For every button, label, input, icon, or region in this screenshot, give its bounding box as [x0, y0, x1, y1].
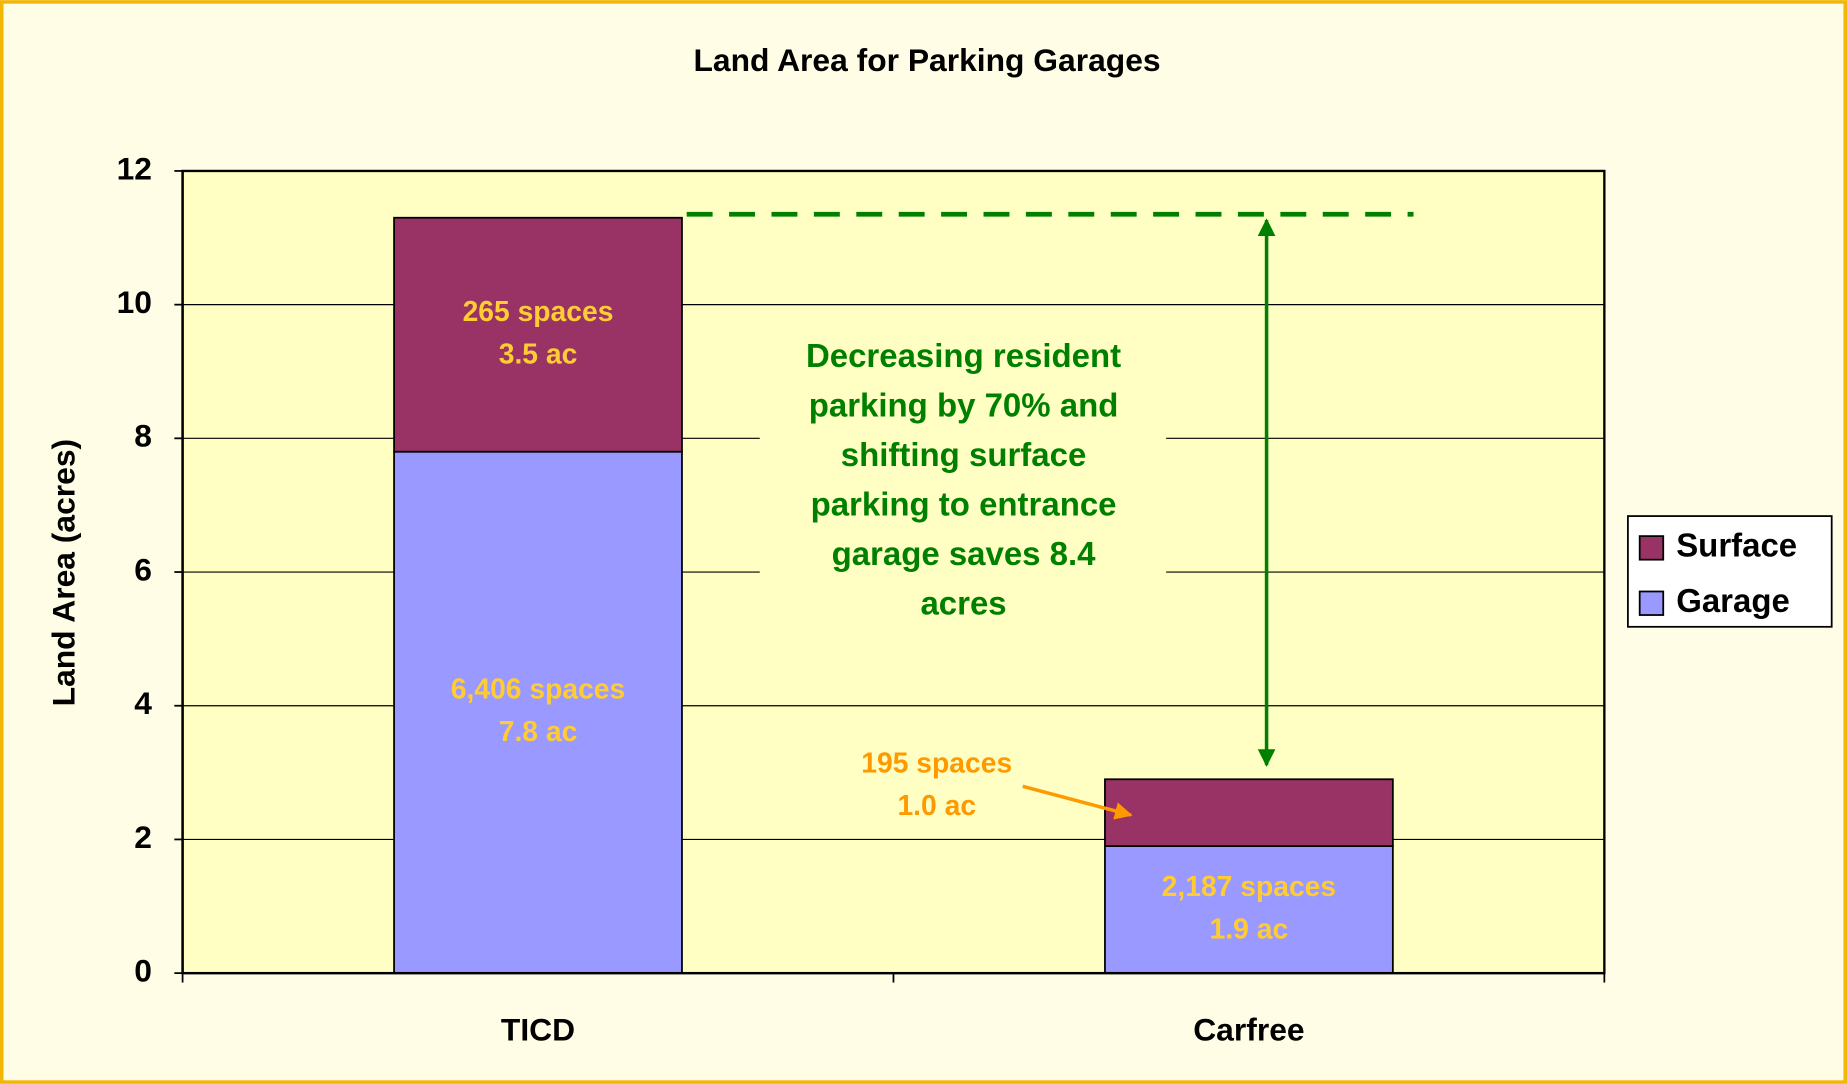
y-tick-label: 8: [134, 418, 152, 454]
annotation: shifting surface: [841, 436, 1086, 473]
x-tick-label: Carfree: [1193, 1011, 1304, 1047]
chart-title: Land Area for Parking Garages: [693, 42, 1160, 78]
value-label: 1.0 ac: [897, 789, 976, 821]
x-tick-label: TICD: [501, 1011, 575, 1047]
value-label: 265 spaces: [463, 295, 614, 327]
y-tick-label: 12: [117, 150, 152, 186]
y-tick-label: 4: [134, 685, 152, 721]
bar-segment: [1104, 845, 1394, 975]
y-tick-label: 2: [134, 819, 152, 855]
annotation: acres: [920, 584, 1006, 621]
value-label: 7.8 ac: [499, 715, 578, 747]
value-label: 195 spaces: [861, 747, 1012, 779]
legend-label: Garage: [1676, 582, 1790, 619]
bar-segment: [393, 450, 683, 975]
value-label: 6,406 spaces: [451, 673, 625, 705]
legend-box: [1627, 515, 1833, 628]
bar-segment: [393, 216, 683, 453]
annotation: Decreasing resident: [806, 337, 1121, 374]
legend-swatch: [1638, 590, 1665, 616]
annotation: garage saves 8.4: [832, 535, 1097, 572]
y-axis-label: Land Area (acres): [45, 439, 81, 706]
y-tick-label: 6: [134, 551, 152, 587]
y-tick-label: 0: [134, 953, 152, 989]
legend-swatch: [1638, 535, 1665, 561]
y-tick-label: 10: [117, 284, 152, 320]
value-label: 2,187 spaces: [1162, 870, 1336, 902]
annotation: parking by 70% and: [809, 386, 1119, 423]
value-label: 1.9 ac: [1210, 912, 1289, 944]
legend-label: Surface: [1676, 527, 1797, 564]
annotation-bg: [759, 332, 1167, 634]
annotation: parking to entrance: [811, 485, 1117, 522]
bar-segment: [1104, 778, 1394, 847]
label-arrow: [1022, 784, 1133, 820]
value-label: 3.5 ac: [499, 337, 578, 369]
